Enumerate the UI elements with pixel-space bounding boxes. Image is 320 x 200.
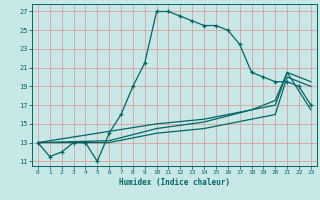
X-axis label: Humidex (Indice chaleur): Humidex (Indice chaleur) (119, 178, 230, 187)
